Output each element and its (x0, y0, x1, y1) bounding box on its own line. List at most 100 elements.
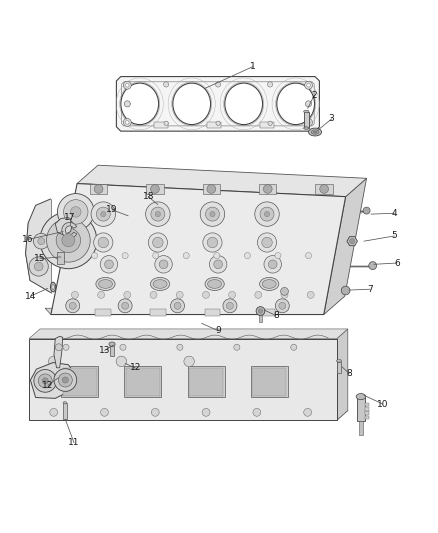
Text: 7: 7 (367, 285, 373, 294)
Bar (260, 122, 274, 128)
Circle shape (177, 344, 183, 350)
Polygon shape (324, 179, 367, 314)
Bar (365, 403, 369, 406)
Bar (203, 183, 220, 195)
Circle shape (101, 212, 106, 217)
Bar (146, 183, 164, 195)
Circle shape (151, 184, 159, 193)
Circle shape (369, 262, 377, 270)
Circle shape (63, 344, 69, 350)
Circle shape (66, 299, 80, 313)
Text: 16: 16 (22, 235, 34, 244)
Text: 17: 17 (64, 213, 75, 222)
Bar (154, 122, 168, 128)
Ellipse shape (304, 127, 309, 130)
Bar (63, 368, 97, 396)
Circle shape (276, 299, 289, 313)
Circle shape (304, 408, 311, 416)
Polygon shape (62, 222, 77, 238)
Circle shape (124, 82, 131, 89)
Circle shape (151, 207, 165, 221)
Circle shape (101, 408, 109, 416)
Polygon shape (25, 199, 51, 293)
Circle shape (305, 253, 311, 259)
Circle shape (256, 306, 265, 316)
Ellipse shape (356, 393, 366, 400)
Circle shape (34, 262, 43, 271)
Circle shape (152, 253, 159, 259)
Ellipse shape (277, 83, 314, 125)
Circle shape (209, 256, 227, 273)
Circle shape (71, 207, 81, 217)
Ellipse shape (262, 280, 276, 288)
Polygon shape (55, 217, 73, 235)
Ellipse shape (205, 277, 224, 290)
Circle shape (152, 237, 163, 248)
Text: 2: 2 (311, 91, 317, 100)
Ellipse shape (63, 402, 67, 404)
Circle shape (100, 256, 118, 273)
Bar (126, 368, 160, 396)
Circle shape (262, 237, 272, 248)
Ellipse shape (109, 342, 115, 346)
Circle shape (268, 260, 277, 269)
Circle shape (210, 212, 215, 217)
Circle shape (205, 207, 219, 221)
Text: 5: 5 (392, 231, 397, 240)
Circle shape (307, 120, 310, 124)
Circle shape (264, 256, 282, 273)
Bar (150, 309, 166, 316)
Circle shape (69, 302, 76, 309)
Circle shape (54, 369, 77, 391)
Text: 8: 8 (273, 311, 279, 320)
Ellipse shape (208, 280, 222, 288)
Polygon shape (45, 308, 324, 314)
Circle shape (120, 344, 126, 350)
Circle shape (341, 286, 350, 295)
Ellipse shape (121, 83, 159, 125)
Circle shape (260, 207, 274, 221)
Circle shape (33, 233, 49, 249)
Bar (205, 309, 220, 316)
Circle shape (223, 299, 237, 313)
Text: 9: 9 (215, 326, 221, 335)
Bar (304, 111, 309, 128)
Ellipse shape (150, 277, 170, 290)
Polygon shape (29, 329, 348, 338)
Text: 14: 14 (25, 292, 36, 301)
Circle shape (56, 228, 81, 253)
Circle shape (275, 253, 281, 259)
Circle shape (155, 212, 160, 217)
Circle shape (174, 302, 181, 309)
Circle shape (38, 238, 45, 245)
Text: 13: 13 (99, 346, 110, 355)
Circle shape (281, 292, 288, 298)
Ellipse shape (173, 83, 211, 125)
Bar (251, 366, 288, 397)
Circle shape (265, 212, 270, 217)
Circle shape (304, 118, 312, 126)
Circle shape (263, 184, 272, 193)
Polygon shape (54, 336, 63, 368)
Bar (61, 366, 99, 397)
Ellipse shape (308, 128, 321, 136)
Circle shape (98, 237, 109, 248)
Ellipse shape (50, 282, 56, 292)
Bar (365, 407, 369, 410)
Circle shape (176, 292, 183, 298)
Circle shape (203, 233, 222, 252)
Circle shape (268, 121, 272, 125)
Circle shape (92, 253, 98, 259)
Circle shape (226, 302, 233, 309)
Circle shape (215, 82, 221, 87)
Text: 11: 11 (68, 438, 80, 447)
Text: 19: 19 (106, 205, 118, 214)
Ellipse shape (225, 83, 262, 125)
Bar (365, 416, 369, 419)
Polygon shape (347, 237, 357, 246)
Bar (359, 421, 363, 434)
Circle shape (152, 408, 159, 416)
Circle shape (214, 260, 223, 269)
Circle shape (320, 184, 328, 193)
Bar (259, 183, 276, 195)
